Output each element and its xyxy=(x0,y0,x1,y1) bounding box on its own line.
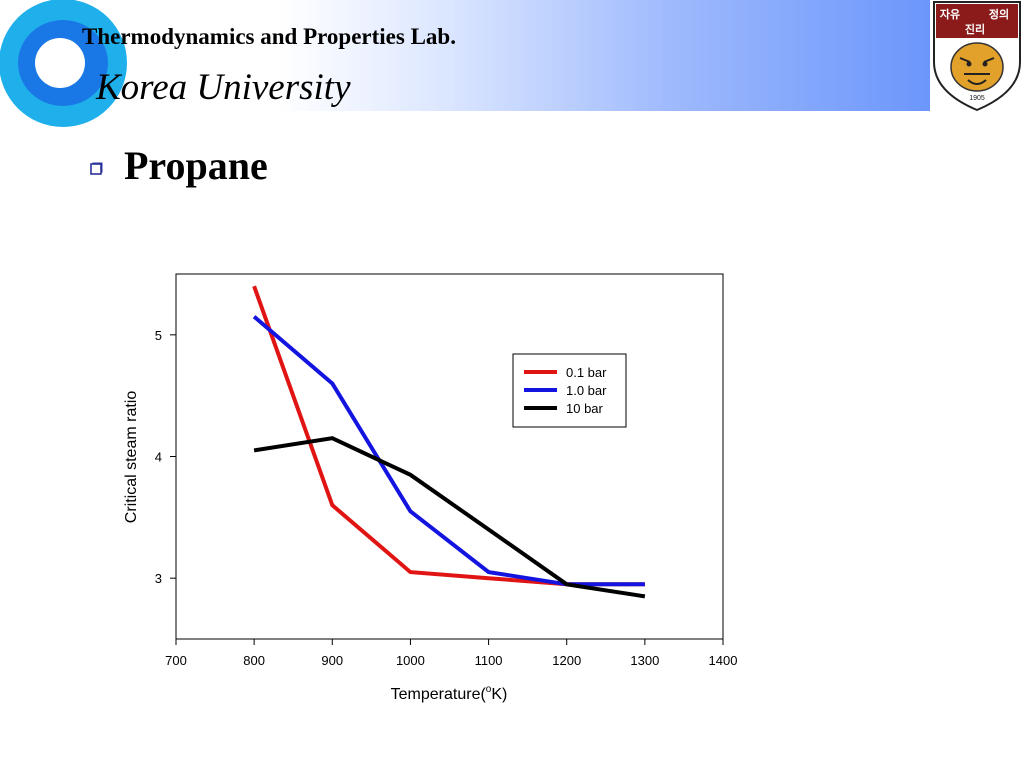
x-tick-label-1: 800 xyxy=(243,653,265,668)
crest-motto-1: 자유 xyxy=(940,7,960,21)
tiger-head-icon xyxy=(950,42,1004,92)
crest-year: 1905 xyxy=(969,95,985,102)
slide-title: Propane xyxy=(124,143,268,188)
x-tick-label-0: 700 xyxy=(165,653,187,668)
y-tick-label-0: 3 xyxy=(155,571,162,586)
x-tick-label-5: 1200 xyxy=(552,653,581,668)
crest-motto-2: 정의 xyxy=(989,7,1009,21)
x-tick-label-4: 1100 xyxy=(475,653,503,668)
legend-label-2: 10 bar xyxy=(566,401,604,416)
korea-university-crest-icon: 자유 정의 진리 1905 xyxy=(933,1,1021,112)
legend-label-1: 1.0 bar xyxy=(566,383,607,398)
y-tick-label-2: 5 xyxy=(155,328,162,343)
y-tick-label-1: 4 xyxy=(155,450,162,465)
x-tick-label-6: 1300 xyxy=(630,653,659,668)
lab-name: Thermodynamics and Properties Lab. xyxy=(82,24,456,49)
university-name: Korea University xyxy=(96,67,351,108)
crest-motto-3: 진리 xyxy=(965,22,985,36)
x-tick-label-2: 900 xyxy=(321,653,343,668)
x-tick-label-7: 1400 xyxy=(709,653,738,668)
legend-label-0: 0.1 bar xyxy=(566,365,607,380)
university-ring-logo-icon xyxy=(0,0,127,127)
hollow-square-bullet-icon xyxy=(90,162,103,175)
series-line-2 xyxy=(253,436,646,599)
y-axis-label: Critical steam ratio xyxy=(123,391,140,524)
header-band xyxy=(0,0,930,111)
x-tick-label-3: 1000 xyxy=(396,653,425,668)
x-axis-label: Temperature(oK) xyxy=(391,684,508,703)
legend: 0.1 bar 1.0 bar 10 bar xyxy=(512,353,627,428)
